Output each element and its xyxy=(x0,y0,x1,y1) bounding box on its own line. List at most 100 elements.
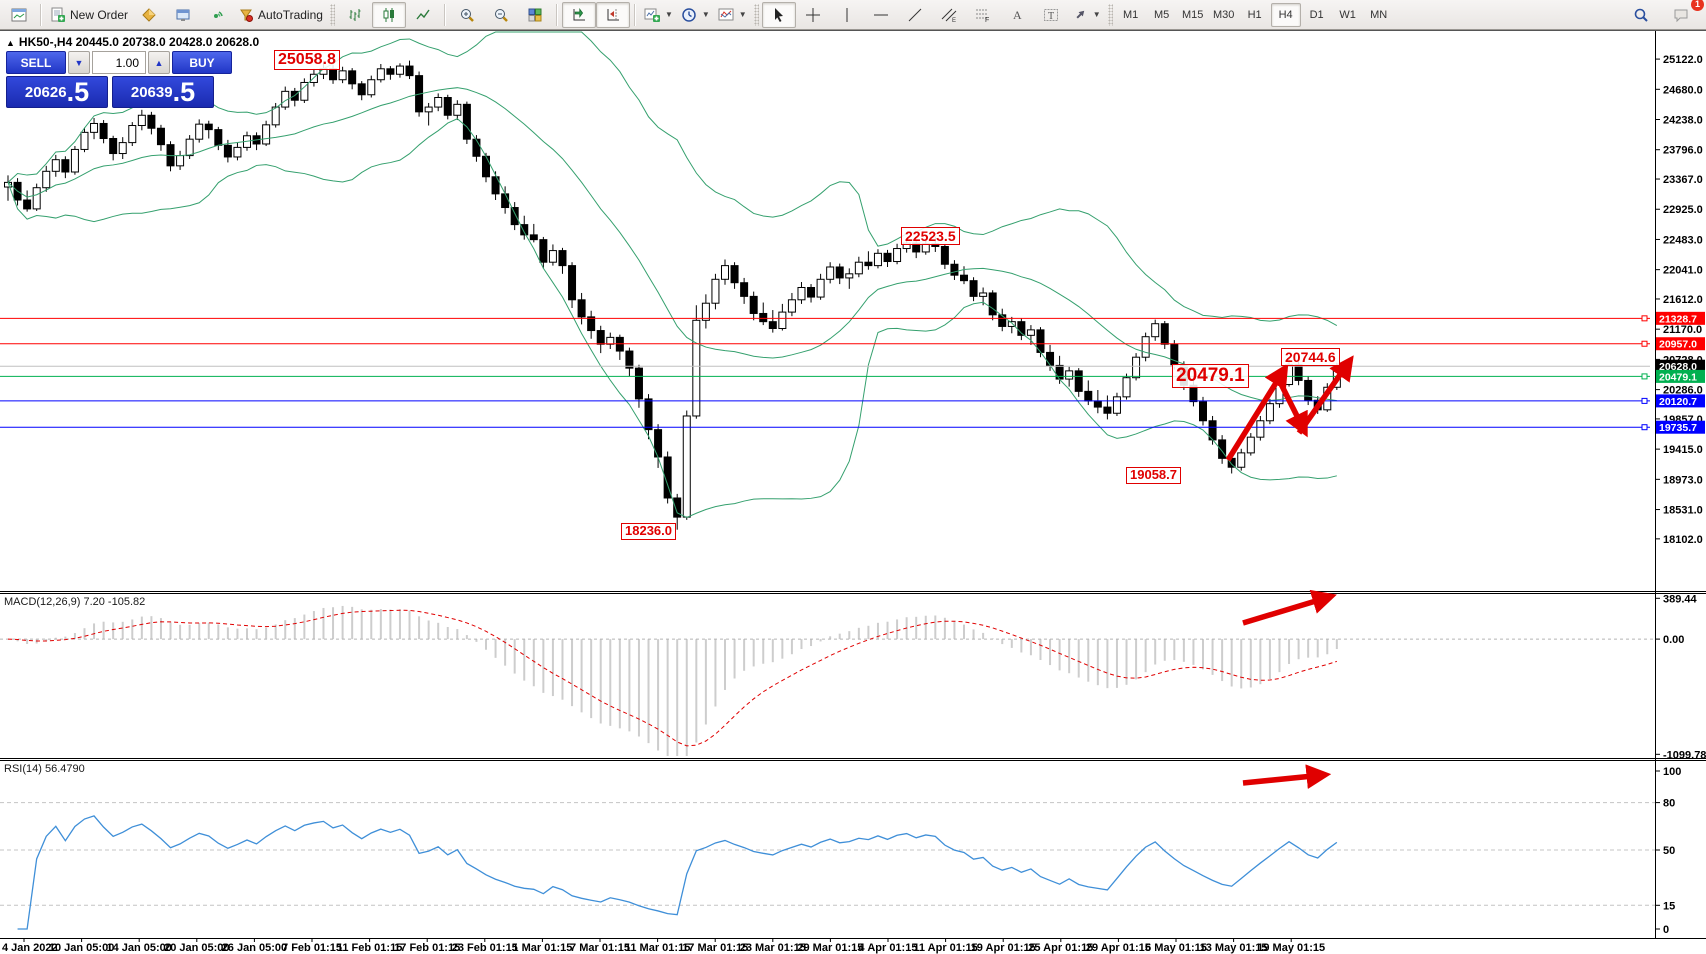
price-annotation[interactable]: 20479.1 xyxy=(1172,364,1249,388)
data-window-icon[interactable] xyxy=(166,2,200,28)
candlestick-chart-type-button[interactable] xyxy=(371,1,406,28)
svg-text:E: E xyxy=(952,18,956,23)
svg-text:17 Mar 01:15: 17 Mar 01:15 xyxy=(682,942,748,954)
vertical-line-tool-button[interactable] xyxy=(830,2,864,28)
toolbar-grip xyxy=(329,3,335,26)
price-annotation[interactable]: 19058.7 xyxy=(1126,467,1181,484)
line-anchor-handle[interactable] xyxy=(1641,340,1648,347)
crosshair-tool-button[interactable] xyxy=(796,2,830,28)
timeframe-button-m1[interactable]: M1 xyxy=(1123,8,1139,21)
channel-tool-button[interactable]: E xyxy=(932,2,966,28)
svg-text:23 Feb 01:15: 23 Feb 01:15 xyxy=(452,942,518,954)
svg-text:6 May 01:15: 6 May 01:15 xyxy=(1145,942,1207,954)
volume-input[interactable] xyxy=(92,51,146,74)
search-icon[interactable] xyxy=(1624,2,1658,28)
separator xyxy=(633,3,636,26)
window-icon[interactable] xyxy=(2,2,36,28)
tile-windows-icon[interactable] xyxy=(518,2,552,28)
svg-text:23 Mar 01:15: 23 Mar 01:15 xyxy=(740,942,806,954)
trend-arrow[interactable] xyxy=(1225,362,1289,462)
rsi-line xyxy=(17,815,1338,930)
svg-text:19 Apr 01:15: 19 Apr 01:15 xyxy=(971,942,1036,954)
svg-text:20479.1: 20479.1 xyxy=(1659,371,1697,383)
axis-price-label xyxy=(1656,369,1705,383)
price-chart-canvas[interactable]: 25122.0 24680.0 24238.0 23796.0 23367.0 22925… xyxy=(0,31,1706,954)
horizontal-line-tool-button[interactable] xyxy=(864,2,898,28)
sell-price-display[interactable]: 20626.5 xyxy=(6,76,108,108)
trend-arrow[interactable] xyxy=(1273,372,1308,438)
sell-button[interactable]: SELL xyxy=(6,51,66,74)
rsi-axis-label: 100 xyxy=(1663,766,1681,778)
svg-text:A: A xyxy=(1013,8,1022,22)
notifications-button[interactable]: 1 xyxy=(1664,0,1704,28)
svg-text:20957.0: 20957.0 xyxy=(1659,339,1697,351)
svg-text:20286.0: 20286.0 xyxy=(1663,385,1703,397)
fibonacci-tool-button[interactable]: F xyxy=(966,2,1000,28)
periods-button[interactable]: ▼ xyxy=(677,2,714,28)
toolbar-grip xyxy=(1107,3,1113,26)
line-anchor-handle[interactable] xyxy=(1641,397,1648,404)
autotrading-button[interactable]: AutoTrading xyxy=(234,2,327,28)
price-annotation[interactable]: 25058.8 xyxy=(274,50,340,71)
chart-window[interactable]: 25122.0 24680.0 24238.0 23796.0 23367.0 22925… xyxy=(0,30,1706,954)
price-annotation[interactable]: 22523.5 xyxy=(901,227,960,246)
text-tool-button[interactable]: A xyxy=(1000,2,1034,28)
svg-text:24680.0: 24680.0 xyxy=(1663,84,1703,96)
separator xyxy=(40,3,42,26)
buy-button[interactable]: BUY xyxy=(172,51,232,74)
zoom-out-button[interactable] xyxy=(484,2,518,28)
rsi-axis-label: 15 xyxy=(1663,900,1675,912)
cursor-tool-button[interactable] xyxy=(761,1,796,28)
chevron-down-icon: ▼ xyxy=(1092,10,1101,19)
trend-arrow[interactable] xyxy=(1242,764,1332,789)
price-annotation[interactable]: 18236.0 xyxy=(621,523,676,540)
svg-text:20 Jan 05:00: 20 Jan 05:00 xyxy=(164,942,229,954)
line-chart-type-button[interactable] xyxy=(406,2,440,28)
timeframe-toolbar: M1 M5 M15 M30 H1 H4 D1 W1 MN xyxy=(1116,2,1394,27)
trend-arrow[interactable] xyxy=(1242,589,1337,626)
macd-axis-label: 0.00 xyxy=(1663,634,1684,646)
trend-arrow[interactable] xyxy=(1296,355,1354,435)
line-anchor-handle[interactable] xyxy=(1641,424,1648,431)
timeframe-button-h4[interactable]: H4 xyxy=(1270,2,1301,27)
signals-icon[interactable] xyxy=(200,2,234,28)
new-order-button[interactable]: New Order xyxy=(46,2,132,28)
chart-shift-button[interactable] xyxy=(595,1,630,28)
svg-text:26 Jan 05:00: 26 Jan 05:00 xyxy=(222,942,287,954)
market-watch-icon[interactable] xyxy=(132,2,166,28)
separator xyxy=(555,3,558,26)
new-order-label: New Order xyxy=(70,7,129,22)
timeframe-button-d1[interactable]: D1 xyxy=(1309,8,1324,21)
macd-axis-label: -1099.78 xyxy=(1663,749,1706,761)
candlesticks xyxy=(4,60,1341,530)
price-annotation[interactable]: 20744.6 xyxy=(1281,348,1340,367)
timeframe-button-w1[interactable]: W1 xyxy=(1339,8,1356,21)
svg-text:19735.7: 19735.7 xyxy=(1659,422,1697,434)
trendline-tool-button[interactable] xyxy=(898,2,932,28)
buy-price-display[interactable]: 20639.5 xyxy=(112,76,214,108)
timeframe-button-mn[interactable]: MN xyxy=(1370,8,1388,21)
new-chart-button[interactable]: ▼ xyxy=(640,2,677,28)
svg-text:1 Mar 01:15: 1 Mar 01:15 xyxy=(512,942,572,954)
bar-chart-type-button[interactable] xyxy=(338,2,372,28)
text-label-tool-button[interactable]: T xyxy=(1034,2,1068,28)
timeframe-button-m5[interactable]: M5 xyxy=(1154,8,1170,21)
auto-scroll-button[interactable] xyxy=(561,1,596,28)
line-anchor-handle[interactable] xyxy=(1641,315,1648,322)
timeframe-button-h1[interactable]: H1 xyxy=(1247,8,1262,21)
indicators-button[interactable]: ▼ xyxy=(714,2,751,28)
svg-text:29 Apr 01:15: 29 Apr 01:15 xyxy=(1086,942,1151,954)
timeframe-button-m15[interactable]: M15 xyxy=(1181,8,1204,21)
svg-text:25122.0: 25122.0 xyxy=(1663,54,1703,66)
volume-decrease-button[interactable]: ▼ xyxy=(68,51,90,74)
chevron-down-icon: ▼ xyxy=(738,10,747,19)
zoom-in-button[interactable] xyxy=(450,2,484,28)
timeframe-button-m30[interactable]: M30 xyxy=(1212,8,1235,21)
arrows-tool-button[interactable]: ▼ xyxy=(1068,2,1105,28)
one-click-trading-panel: SELL ▼ ▲ BUY 20626.5 20639.5 xyxy=(6,51,232,108)
rsi-axis-label: 50 xyxy=(1663,845,1675,857)
svg-text:T: T xyxy=(1048,11,1054,22)
volume-increase-button[interactable]: ▲ xyxy=(148,51,170,74)
line-anchor-handle[interactable] xyxy=(1641,373,1648,380)
